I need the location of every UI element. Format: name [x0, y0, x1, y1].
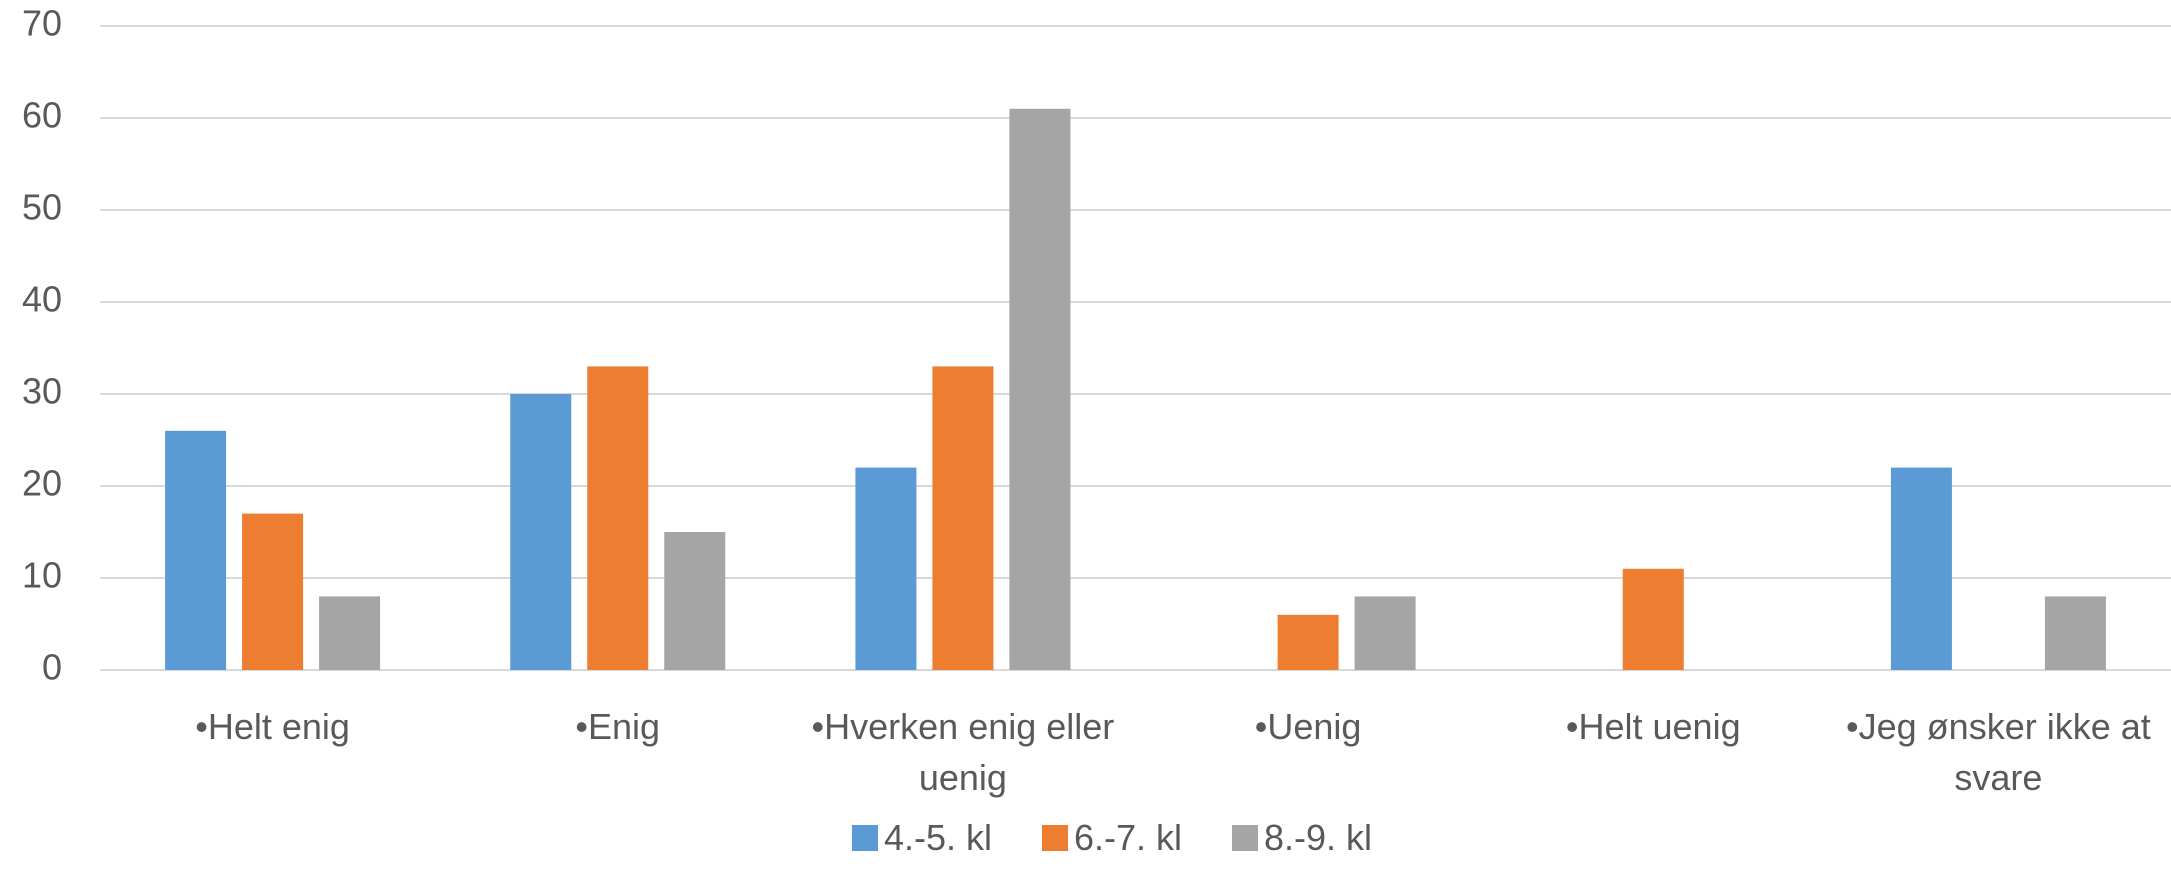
legend: 4.-5. kl 6.-7. kl 8.-9. kl [852, 817, 1372, 858]
category-label: •Enig [575, 706, 660, 747]
y-tick-label: 20 [22, 463, 62, 504]
category-label: •Jeg ønsker ikke at svare [1846, 706, 2151, 798]
bar [932, 366, 994, 670]
category-label: •Hverken enig eller uenig [812, 706, 1115, 798]
bar [587, 366, 649, 670]
category-label-line: •Helt uenig [1566, 706, 1741, 747]
legend-label: 8.-9. kl [1264, 817, 1372, 858]
y-tick-label: 10 [22, 555, 62, 596]
legend-swatch [1042, 825, 1068, 851]
x-axis: •Helt enig •Enig •Hverken enig eller uenig•… [195, 706, 2151, 798]
category-label-line: •Hverken enig eller [812, 706, 1115, 747]
y-tick-label: 50 [22, 187, 62, 228]
y-tick-label: 0 [42, 647, 62, 688]
gridlines [100, 25, 2171, 671]
legend-swatch [1232, 825, 1258, 851]
category-label: •Uenig [1255, 706, 1362, 747]
y-tick-label: 70 [22, 3, 62, 44]
legend-label: 6.-7. kl [1074, 817, 1182, 858]
category-label-line: •Jeg ønsker ikke at [1846, 706, 2151, 747]
category-label-line: •Helt enig [195, 706, 350, 747]
bar [2044, 596, 2106, 670]
bar [319, 596, 381, 670]
y-tick-label: 60 [22, 95, 62, 136]
y-axis: 0 10 20 30 40 50 60 70 [22, 3, 62, 688]
bar [1354, 596, 1416, 670]
bar [242, 513, 304, 670]
bar [664, 532, 726, 670]
legend-swatch [852, 825, 878, 851]
y-tick-label: 40 [22, 279, 62, 320]
category-label: •Helt uenig [1566, 706, 1741, 747]
legend-label: 4.-5. kl [884, 817, 992, 858]
bar [1622, 568, 1684, 670]
bars [165, 108, 2106, 671]
bar [1009, 108, 1071, 671]
category-label: •Helt enig [195, 706, 350, 747]
bar [510, 394, 572, 670]
category-label-line: •Enig [575, 706, 660, 747]
category-label-line: uenig [919, 757, 1007, 798]
bar [1890, 467, 1952, 670]
y-tick-label: 30 [22, 371, 62, 412]
bar [165, 430, 227, 670]
bar [855, 467, 917, 670]
category-label-line: svare [1954, 757, 2042, 798]
category-label-line: •Uenig [1255, 706, 1362, 747]
bar [1277, 614, 1339, 670]
